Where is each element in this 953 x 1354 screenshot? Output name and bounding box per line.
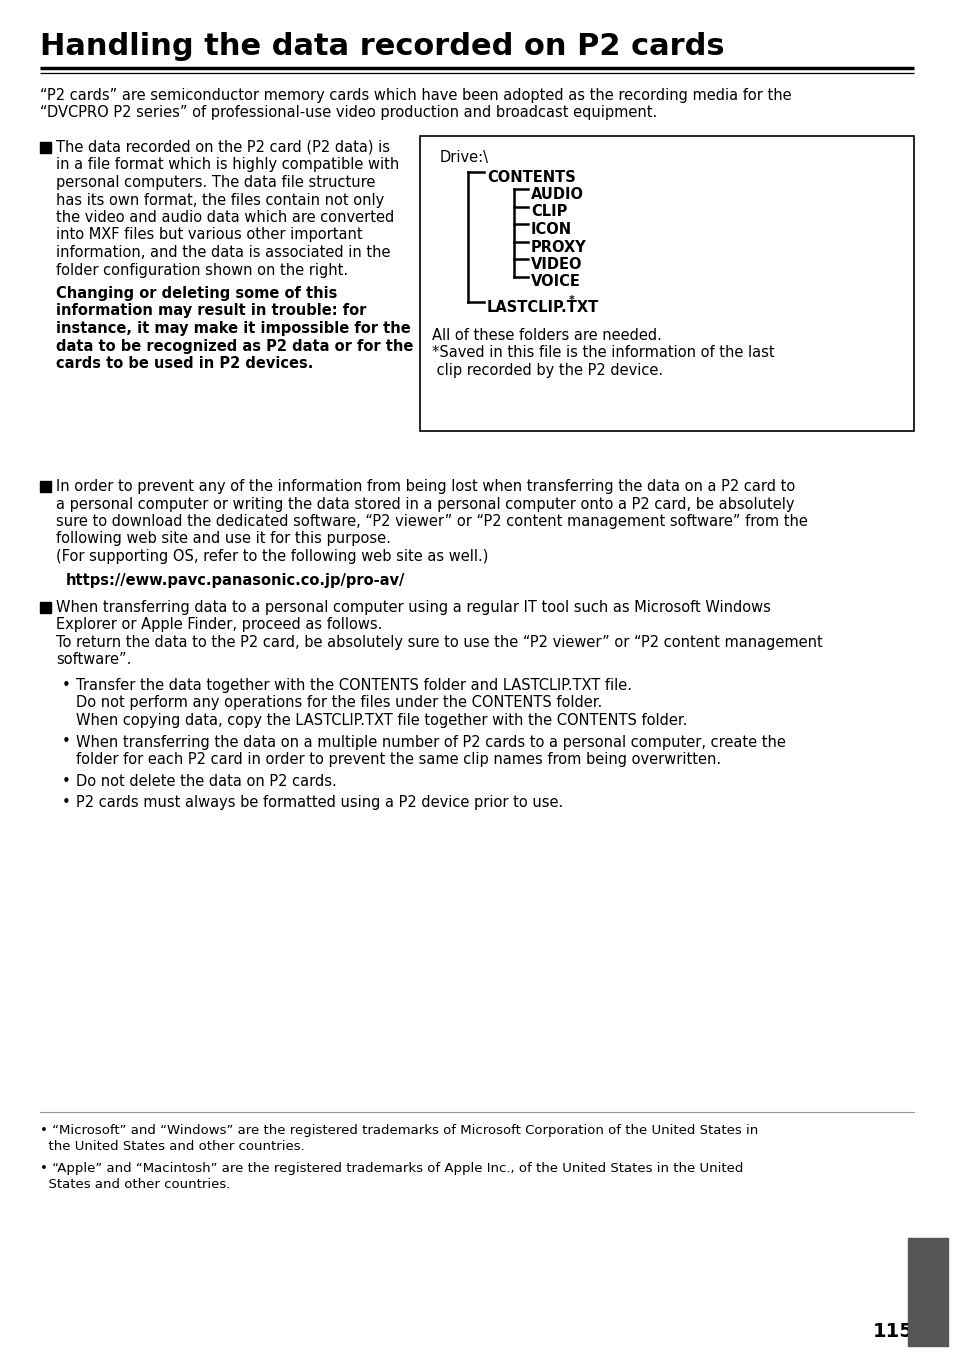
- Text: folder configuration shown on the right.: folder configuration shown on the right.: [56, 263, 348, 278]
- Text: Transfer the data together with the CONTENTS folder and LASTCLIP.TXT file.: Transfer the data together with the CONT…: [76, 678, 631, 693]
- Text: data to be recognized as P2 data or for the: data to be recognized as P2 data or for …: [56, 338, 413, 353]
- Text: (For supporting OS, refer to the following web site as well.): (For supporting OS, refer to the followi…: [56, 548, 488, 565]
- FancyBboxPatch shape: [419, 135, 913, 431]
- Text: In order to prevent any of the information from being lost when transferring the: In order to prevent any of the informati…: [56, 479, 795, 494]
- Text: •: •: [62, 795, 71, 810]
- Text: VOICE: VOICE: [531, 275, 580, 290]
- Text: •: •: [62, 734, 71, 750]
- Text: information may result in trouble: for: information may result in trouble: for: [56, 303, 366, 318]
- Text: *: *: [568, 295, 575, 305]
- Text: cards to be used in P2 devices.: cards to be used in P2 devices.: [56, 356, 313, 371]
- Text: For your
reference: For your reference: [911, 1263, 943, 1320]
- Text: instance, it may make it impossible for the: instance, it may make it impossible for …: [56, 321, 411, 336]
- Text: a personal computer or writing the data stored in a personal computer onto a P2 : a personal computer or writing the data …: [56, 497, 794, 512]
- Text: Drive:\: Drive:\: [439, 150, 489, 165]
- Text: P2 cards must always be formatted using a P2 device prior to use.: P2 cards must always be formatted using …: [76, 795, 562, 810]
- Text: the United States and other countries.: the United States and other countries.: [40, 1140, 304, 1154]
- Text: *Saved in this file is the information of the last: *Saved in this file is the information o…: [432, 345, 774, 360]
- Text: ICON: ICON: [531, 222, 572, 237]
- Bar: [40, 603, 51, 613]
- Text: PROXY: PROXY: [531, 240, 586, 255]
- Text: clip recorded by the P2 device.: clip recorded by the P2 device.: [432, 363, 662, 378]
- Text: States and other countries.: States and other countries.: [40, 1178, 230, 1192]
- Text: The data recorded on the P2 card (P2 data) is: The data recorded on the P2 card (P2 dat…: [56, 139, 390, 154]
- Bar: [907, 1238, 947, 1346]
- Text: When copying data, copy the LASTCLIP.TXT file together with the CONTENTS folder.: When copying data, copy the LASTCLIP.TXT…: [76, 714, 687, 728]
- Text: Explorer or Apple Finder, proceed as follows.: Explorer or Apple Finder, proceed as fol…: [56, 617, 382, 632]
- Text: To return the data to the P2 card, be absolutely sure to use the “P2 viewer” or : To return the data to the P2 card, be ab…: [56, 635, 821, 650]
- Text: 115: 115: [872, 1322, 913, 1340]
- Bar: [40, 481, 51, 492]
- Text: in a file format which is highly compatible with: in a file format which is highly compati…: [56, 157, 399, 172]
- Text: • “Microsoft” and “Windows” are the registered trademarks of Microsoft Corporati: • “Microsoft” and “Windows” are the regi…: [40, 1124, 758, 1137]
- Text: When transferring the data on a multiple number of P2 cards to a personal comput: When transferring the data on a multiple…: [76, 734, 785, 750]
- Bar: [40, 142, 51, 153]
- Text: LASTCLIP.TXT: LASTCLIP.TXT: [486, 301, 598, 315]
- Text: Do not perform any operations for the files under the CONTENTS folder.: Do not perform any operations for the fi…: [76, 696, 601, 711]
- Text: VIDEO: VIDEO: [531, 257, 582, 272]
- Text: has its own format, the files contain not only: has its own format, the files contain no…: [56, 192, 384, 207]
- Text: “P2 cards” are semiconductor memory cards which have been adopted as the recordi: “P2 cards” are semiconductor memory card…: [40, 88, 791, 103]
- Text: Changing or deleting some of this: Changing or deleting some of this: [56, 286, 337, 301]
- Text: CLIP: CLIP: [531, 204, 567, 219]
- Text: information, and the data is associated in the: information, and the data is associated …: [56, 245, 390, 260]
- Text: CONTENTS: CONTENTS: [486, 169, 576, 184]
- Text: following web site and use it for this purpose.: following web site and use it for this p…: [56, 532, 391, 547]
- Text: •: •: [62, 678, 71, 693]
- Text: into MXF files but various other important: into MXF files but various other importa…: [56, 227, 362, 242]
- Text: • “Apple” and “Macintosh” are the registered trademarks of Apple Inc., of the Un: • “Apple” and “Macintosh” are the regist…: [40, 1162, 742, 1175]
- Text: “DVCPRO P2 series” of professional-use video production and broadcast equipment.: “DVCPRO P2 series” of professional-use v…: [40, 106, 657, 121]
- Text: When transferring data to a personal computer using a regular IT tool such as Mi: When transferring data to a personal com…: [56, 600, 770, 615]
- Text: personal computers. The data file structure: personal computers. The data file struct…: [56, 175, 375, 190]
- Text: software”.: software”.: [56, 653, 132, 668]
- Text: https://eww.pavc.panasonic.co.jp/pro-av/: https://eww.pavc.panasonic.co.jp/pro-av/: [66, 573, 405, 588]
- Text: sure to download the dedicated software, “P2 viewer” or “P2 content management s: sure to download the dedicated software,…: [56, 515, 807, 529]
- Text: Handling the data recorded on P2 cards: Handling the data recorded on P2 cards: [40, 32, 724, 61]
- Text: Do not delete the data on P2 cards.: Do not delete the data on P2 cards.: [76, 773, 336, 788]
- Text: folder for each P2 card in order to prevent the same clip names from being overw: folder for each P2 card in order to prev…: [76, 751, 720, 766]
- Text: •: •: [62, 773, 71, 788]
- Text: All of these folders are needed.: All of these folders are needed.: [432, 328, 661, 343]
- Text: AUDIO: AUDIO: [531, 187, 583, 202]
- Text: the video and audio data which are converted: the video and audio data which are conve…: [56, 210, 394, 225]
